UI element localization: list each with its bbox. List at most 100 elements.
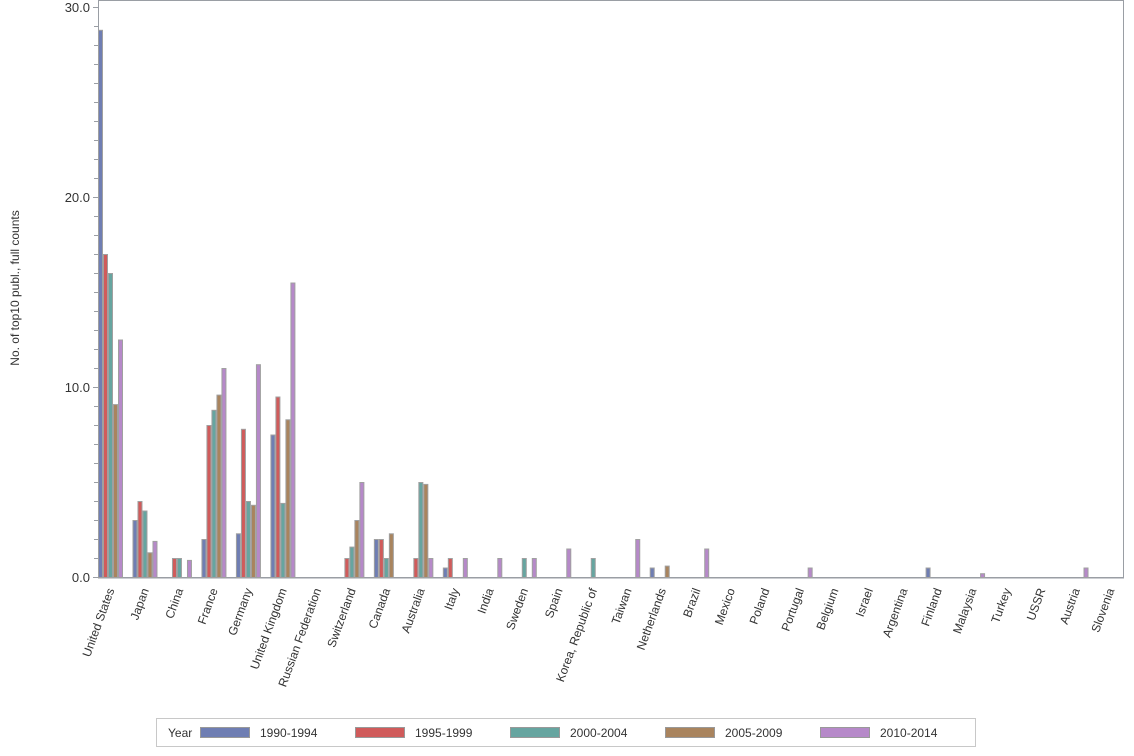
bar: [566, 548, 572, 578]
bar: [255, 364, 261, 579]
legend-label: 2005-2009: [725, 725, 783, 740]
bar: [378, 539, 384, 578]
x-tick-label: Sweden: [503, 586, 531, 632]
bar: [235, 533, 241, 578]
bar: [216, 394, 222, 578]
legend-swatch: [820, 727, 870, 738]
legend: Year 1990-1994 1995-1999 2000-2004 2005-200…: [156, 718, 976, 747]
bar: [176, 558, 182, 578]
bar-group: [413, 482, 434, 578]
bar: [118, 339, 123, 578]
bar: [280, 502, 286, 578]
x-tick-label: Japan: [127, 586, 151, 622]
bar: [250, 504, 256, 578]
bar: [354, 520, 360, 578]
legend-label: 1990-1994: [260, 725, 318, 740]
bar: [147, 552, 153, 578]
bars: [98, 29, 1089, 579]
bar: [221, 368, 227, 578]
x-tick-label: Italy: [441, 586, 462, 611]
bar: [373, 539, 379, 578]
bar-group: [373, 533, 394, 578]
bar: [423, 483, 429, 578]
bar: [142, 510, 148, 578]
x-axis-labels: United States Japan China France GermanyUnit…: [80, 586, 1118, 689]
bar: [349, 546, 355, 578]
x-tick-label: Slovenia: [1088, 586, 1117, 634]
x-tick-label: Austria: [1057, 586, 1083, 626]
bar-group: [590, 558, 596, 578]
y-tick-label: 20.0: [65, 190, 90, 205]
bar: [447, 558, 453, 578]
bar: [664, 565, 670, 578]
bar: [98, 29, 103, 579]
y-tick-label: 0.0: [72, 570, 90, 585]
legend-label: 2000-2004: [570, 725, 628, 740]
bar: [635, 539, 641, 578]
legend-item: 2000-2004: [510, 726, 665, 740]
bar: [413, 558, 419, 578]
legend-item: 1990-1994: [200, 726, 355, 740]
x-tick-label: Brazil: [680, 586, 703, 619]
bar: [359, 482, 365, 578]
legend-swatch: [510, 727, 560, 738]
bar: [590, 558, 596, 578]
bar: [807, 567, 813, 578]
bar: [980, 573, 986, 579]
bar-group: [235, 364, 261, 579]
bar-group: [201, 368, 227, 578]
bar: [418, 482, 424, 578]
bar: [462, 558, 468, 578]
x-tick-label: Argentina: [880, 586, 911, 639]
legend-label: 2010-2014: [880, 725, 938, 740]
bar: [925, 567, 931, 578]
plot-border: [98, 0, 1124, 579]
bar-group: [270, 282, 296, 578]
bar: [206, 425, 212, 578]
x-tick-label: France: [195, 586, 221, 626]
bar-group: [442, 558, 468, 578]
x-tick-label: Taiwan: [609, 586, 635, 626]
bar: [285, 419, 291, 578]
legend-swatch: [200, 727, 250, 738]
x-tick-label: Australia: [399, 586, 428, 635]
bar-group: [566, 548, 572, 578]
bar: [497, 558, 503, 578]
x-tick-label: China: [162, 586, 186, 621]
legend-item: 2005-2009: [665, 726, 820, 740]
legend-item: 2010-2014: [820, 726, 975, 740]
x-tick-label: Finland: [918, 586, 945, 628]
bar: [186, 559, 192, 579]
plot-frame: [98, 0, 1124, 579]
bar: [245, 501, 251, 578]
legend-swatch: [665, 727, 715, 738]
x-tick-label: Portugal: [779, 586, 807, 633]
bar: [388, 533, 394, 578]
bar: [1083, 567, 1089, 578]
x-tick-label: Spain: [542, 586, 566, 620]
x-tick-label: Israel: [853, 586, 876, 618]
legend-swatch: [355, 727, 405, 738]
bar-group: [635, 539, 641, 578]
bar-group: [649, 565, 670, 578]
x-tick-label: India: [475, 586, 497, 616]
bar: [201, 539, 207, 578]
x-tick-label: Netherlands: [634, 586, 669, 652]
bar: [442, 567, 448, 578]
x-tick-label: Poland: [747, 586, 773, 626]
bar: [240, 428, 246, 578]
x-tick-label: Switzerland: [324, 586, 358, 649]
bar: [428, 558, 434, 578]
bar-group: [1083, 567, 1089, 578]
y-tick-label: 10.0: [65, 380, 90, 395]
x-tick-label: Turkey: [988, 586, 1014, 625]
x-tick-label: Malaysia: [950, 586, 979, 636]
bar: [383, 558, 389, 578]
legend-item: 1995-1999: [355, 726, 510, 740]
x-tick-label: Germany: [225, 586, 255, 637]
x-tick-label: Belgium: [813, 586, 841, 632]
bar: [171, 558, 177, 578]
bar-group: [344, 482, 365, 578]
legend-items: 1990-1994 1995-1999 2000-2004 2005-2009 2010…: [200, 726, 975, 740]
bar: [108, 273, 113, 578]
